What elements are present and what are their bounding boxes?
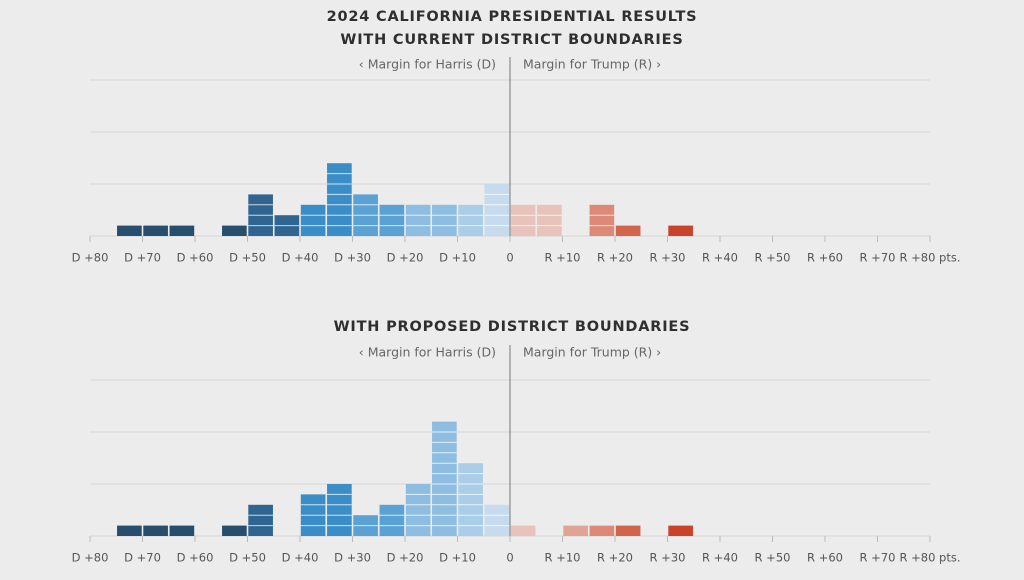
x-tick-label: D +50	[229, 551, 266, 565]
chart-title: WITH PROPOSED DISTRICT BOUNDARIES	[334, 319, 691, 335]
bar	[484, 184, 510, 236]
x-tick-label: R +60	[807, 251, 843, 265]
annotation: Margin for Trump (R) ›	[523, 57, 661, 72]
x-tick-label: R +70	[860, 251, 896, 265]
bar	[510, 204, 536, 236]
x-tick-label: D +50	[229, 251, 266, 265]
x-tick-label: D +40	[282, 251, 319, 265]
chart-title: WITH CURRENT DISTRICT BOUNDARIES	[340, 32, 683, 48]
bar	[484, 504, 510, 536]
bar	[537, 204, 562, 236]
bar	[405, 204, 431, 236]
x-tick-label: R +40	[702, 551, 738, 565]
x-tick-label: R +70	[860, 551, 896, 565]
annotation: ‹ Margin for Harris (D)	[359, 57, 496, 72]
x-tick-label: R +10	[545, 551, 581, 565]
chart: 2024 CALIFORNIA PRESIDENTIAL RESULTS WITH…	[72, 9, 961, 265]
bar	[300, 204, 326, 236]
x-tick-label: D +70	[124, 551, 161, 565]
bar	[668, 525, 693, 536]
bar	[143, 525, 168, 536]
x-tick-label: D +60	[177, 551, 214, 565]
bar	[589, 204, 615, 236]
x-tick-label: D +20	[387, 251, 424, 265]
x-tick-label: R +80 pts.	[899, 251, 960, 265]
bar	[327, 484, 352, 536]
bar	[615, 225, 641, 236]
chart: WITH PROPOSED DISTRICT BOUNDARIES ‹ Margi…	[72, 319, 961, 565]
bar	[668, 225, 693, 236]
bar	[169, 225, 195, 236]
x-tick-label: R +50	[755, 251, 791, 265]
bar	[432, 204, 457, 236]
x-tick-label: D +30	[334, 551, 371, 565]
bar	[510, 525, 536, 536]
bar	[432, 421, 457, 536]
bar	[405, 484, 431, 536]
bar	[169, 525, 195, 536]
bar	[222, 525, 247, 536]
x-tick-label: D +10	[439, 251, 476, 265]
x-tick-label: D +40	[282, 551, 319, 565]
x-tick-label: D +80	[72, 251, 109, 265]
x-tick-label: D +30	[334, 251, 371, 265]
bar	[615, 525, 641, 536]
x-tick-label: R +30	[650, 251, 686, 265]
bar	[563, 525, 588, 536]
x-tick-label: D +10	[439, 551, 476, 565]
x-tick-label: D +60	[177, 251, 214, 265]
bar	[222, 225, 247, 236]
bar	[589, 525, 615, 536]
bar	[143, 225, 168, 236]
x-tick-label: R +20	[597, 551, 633, 565]
bar	[458, 463, 483, 536]
x-tick-label: D +20	[387, 551, 424, 565]
x-tick-label: R +20	[597, 251, 633, 265]
x-tick-label: R +50	[755, 551, 791, 565]
x-tick-label: 0	[506, 551, 513, 565]
annotation: ‹ Margin for Harris (D)	[359, 345, 496, 360]
x-tick-label: R +80 pts.	[899, 551, 960, 565]
x-tick-label: 0	[506, 251, 513, 265]
bar	[117, 525, 142, 536]
bar	[458, 204, 483, 236]
x-tick-label: D +80	[72, 551, 109, 565]
x-tick-label: R +30	[650, 551, 686, 565]
bar	[379, 504, 405, 536]
x-tick-label: R +10	[545, 251, 581, 265]
chart-title: 2024 CALIFORNIA PRESIDENTIAL RESULTS	[327, 9, 698, 25]
x-tick-label: R +60	[807, 551, 843, 565]
bar	[327, 163, 352, 236]
bar	[248, 504, 273, 536]
bar	[117, 225, 142, 236]
bar	[379, 204, 405, 236]
annotation: Margin for Trump (R) ›	[523, 345, 661, 360]
x-tick-label: D +70	[124, 251, 161, 265]
x-tick-label: R +40	[702, 251, 738, 265]
